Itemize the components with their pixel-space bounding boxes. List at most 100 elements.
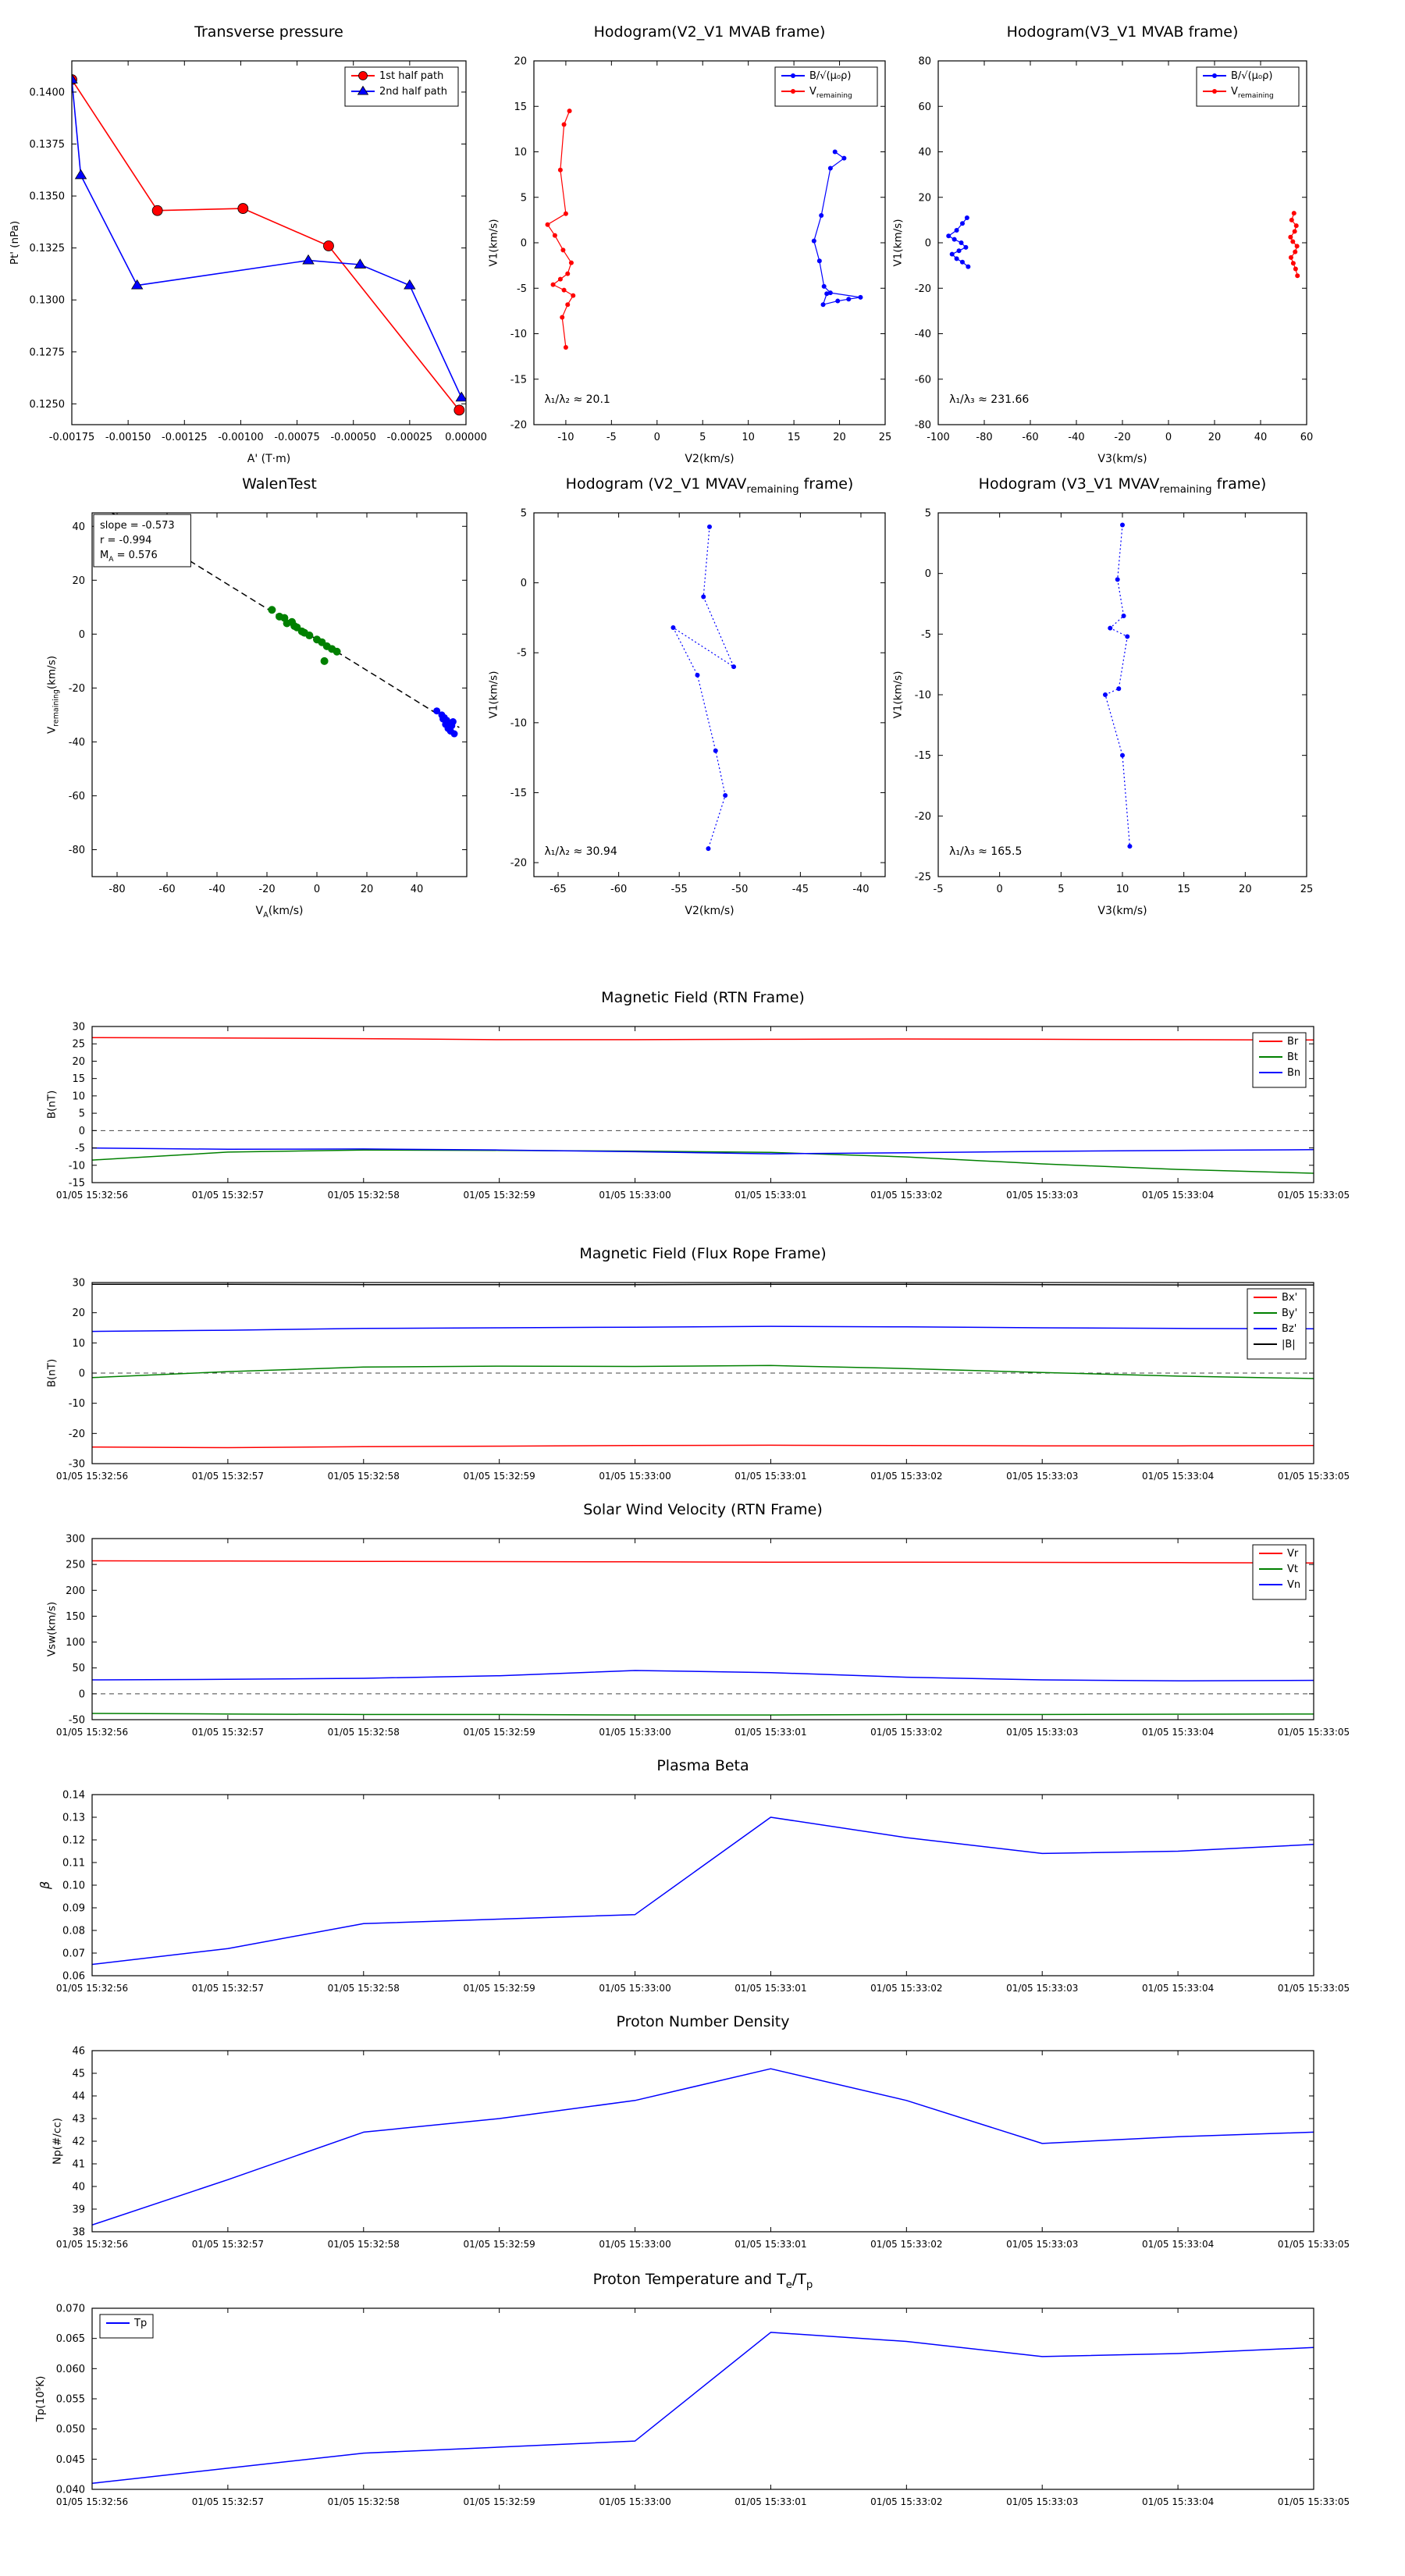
x-tick-label: 20 (1208, 432, 1222, 443)
x-tick-label: 01/05 15:32:59 (464, 1471, 535, 1482)
y-tick-label: 0.065 (56, 2333, 85, 2345)
axes-frame (937, 60, 1307, 425)
series-group (92, 1283, 1314, 1449)
x-tick-label: 01/05 15:33:01 (735, 1983, 806, 1994)
chart-title: Hodogram (V3_V1 MVAVremaining frame) (978, 475, 1267, 496)
panel-hodogram-v2v1-mvab: Hodogram(V2_V1 MVAB frame) -10 -5 0 5 10 15 20… (446, 11, 941, 478)
y-tick-label: -60 (915, 374, 931, 386)
y-tick-label: 30 (72, 1278, 85, 1290)
x-tick-label: 01/05 15:33:03 (1006, 2496, 1078, 2507)
x-tick-label: 01/05 15:33:04 (1142, 2496, 1214, 2507)
x-tick-label: -0.00050 (330, 432, 375, 443)
y-tick-label: 0.1325 (30, 243, 66, 254)
x-tick-label: -20 (258, 884, 275, 895)
y-tick-label: 0.1375 (30, 139, 66, 151)
y-tick-label: -15 (69, 1178, 85, 1190)
x-tick-label: 01/05 15:33:05 (1278, 2496, 1350, 2507)
series-Bx' (92, 1444, 1314, 1449)
x-tick-label: -40 (852, 884, 869, 895)
y-tick-label: 5 (521, 508, 527, 520)
chart-hodogram-v3v1-mvab: -100 -80 -60 -40 -20 0 20 40 60-80-60-40-2002040… (891, 56, 1313, 466)
y-tick-label: 20 (918, 192, 931, 204)
legend: B/√(μ₀ρ) Vremaining (774, 66, 878, 107)
y-tick-label: 200 (66, 1585, 85, 1597)
x-tick-label: -80 (108, 884, 125, 895)
y-tick-label: -20 (915, 283, 931, 295)
x-tick-label: 01/05 15:32:58 (328, 1727, 400, 1738)
y-tick-label: -20 (915, 811, 931, 823)
x-tick-label: 5 (699, 432, 706, 443)
chart-title: Hodogram(V2_V1 MVAB frame) (593, 23, 826, 41)
y-tick-label: -80 (915, 420, 931, 432)
y-tick-label: -60 (69, 791, 85, 802)
chart-canvas: -65 -60 -55 -50 -45 -40 -20 -15 -10 -5 0 5 V2(km/s) V… (446, 463, 941, 930)
x-tick-label: 01/05 15:33:00 (599, 2496, 670, 2507)
x-tick-label: 01/05 15:32:57 (192, 1983, 264, 1994)
y-tick-label: -15 (510, 374, 527, 386)
y-tick-label: 40 (72, 2182, 85, 2194)
y-tick-label: -25 (915, 872, 931, 884)
series-Bt (92, 1149, 1314, 1174)
y-tick-label: -5 (517, 648, 527, 660)
x-tick-label: 01/05 15:33:02 (870, 1190, 942, 1201)
chart-title: Magnetic Field (RTN Frame) (601, 989, 805, 1006)
y-tick-label: 0.12 (62, 1835, 85, 1847)
y-tick-label: -10 (510, 329, 527, 340)
legend-label: Vremaining (809, 86, 852, 100)
y-tick-label: 0.09 (62, 1903, 85, 1915)
y-tick-label: 42 (72, 2137, 85, 2148)
y-tick-label: -15 (510, 788, 527, 799)
x-tick-label: 0.00000 (445, 432, 487, 443)
x-tick-label: 01/05 15:33:01 (735, 2496, 806, 2507)
y-tick-label: 0.040 (56, 2485, 85, 2496)
x-tick-label: -0.00150 (105, 432, 151, 443)
y-tick-label: 0.055 (56, 2394, 85, 2406)
panel-proton-temperature: Proton Temperature and Te/Tp 01/05 15:32… (5, 2258, 1370, 2542)
legend-label: |B| (1282, 1339, 1296, 1350)
annotation: λ₁/λ₃ ≈ 231.66 (949, 393, 1029, 406)
x-tick-label: 0 (654, 432, 660, 443)
x-tick-label: 40 (1254, 432, 1268, 443)
x-tick-label: -45 (792, 884, 809, 895)
y-tick-label: -5 (921, 629, 931, 641)
legend-label: Vt (1287, 1564, 1298, 1575)
legend-label: 2nd half path (379, 86, 447, 98)
x-tick-label: -5 (606, 432, 617, 443)
x-tick-label: -0.00100 (218, 432, 263, 443)
x-tick-label: 01/05 15:33:00 (599, 2239, 670, 2250)
y-tick-label: 44 (72, 2091, 85, 2103)
chart-title: Plasma Beta (656, 1757, 749, 1774)
axes: -5 0 5 10 15 20 25 -25 -20 -15 -10 -5 0 5 V3(km/s) V1(k… (891, 508, 1313, 918)
x-tick-label: 01/05 15:33:04 (1142, 1727, 1214, 1738)
series-group (92, 1037, 1314, 1174)
annotation: λ₁/λ₂ ≈ 30.94 (545, 845, 617, 858)
x-tick-label: 01/05 15:33:00 (599, 1471, 670, 1482)
panel-hodogram-v3v1-mvav: Hodogram (V3_V1 MVAVremaining frame) -5 0… (851, 463, 1363, 930)
chart-title: Transverse pressure (194, 23, 343, 41)
y-tick-label: 39 (72, 2204, 85, 2216)
x-tick-label: 15 (788, 432, 801, 443)
x-tick-label: 01/05 15:32:58 (328, 2239, 400, 2250)
chart-canvas: 01/05 15:32:56 01/05 15:32:57 01/05 15:32:… (5, 1745, 1370, 2029)
y-tick-label: 0.07 (62, 1948, 85, 1960)
panel-hodogram-v3v1-mvab: Hodogram(V3_V1 MVAB frame) -100 -80 -60 -40… (851, 11, 1363, 478)
x-tick-label: -5 (934, 884, 944, 895)
y-tick-label: 43 (72, 2114, 85, 2126)
x-axis-label: V3(km/s) (1097, 905, 1147, 917)
x-tick-label: -60 (610, 884, 627, 895)
series-V-path (670, 524, 737, 852)
stats-box (93, 514, 191, 568)
axes-frame (91, 512, 468, 877)
legend: B/√(μ₀ρ) Vremaining (1196, 66, 1300, 107)
series-Bn (92, 1147, 1314, 1155)
axes-frame (533, 60, 886, 425)
chart-canvas: -5 0 5 10 15 20 25 -25 -20 -15 -10 -5 0 5 V3(km/s) V1(k… (851, 463, 1363, 930)
x-tick-label: -100 (927, 432, 950, 443)
y-axis-label: β (37, 1881, 52, 1890)
x-tick-label: 01/05 15:32:59 (464, 2496, 535, 2507)
x-tick-label: -65 (550, 884, 566, 895)
y-tick-label: 0.1300 (30, 295, 66, 307)
axes: -10 -5 0 5 10 15 20 25 -20 -15 -10 -5 0 5 10 15 20 V2(km/… (487, 56, 891, 466)
x-tick-label: 01/05 15:33:05 (1278, 1471, 1350, 1482)
x-tick-label: 20 (361, 884, 374, 895)
